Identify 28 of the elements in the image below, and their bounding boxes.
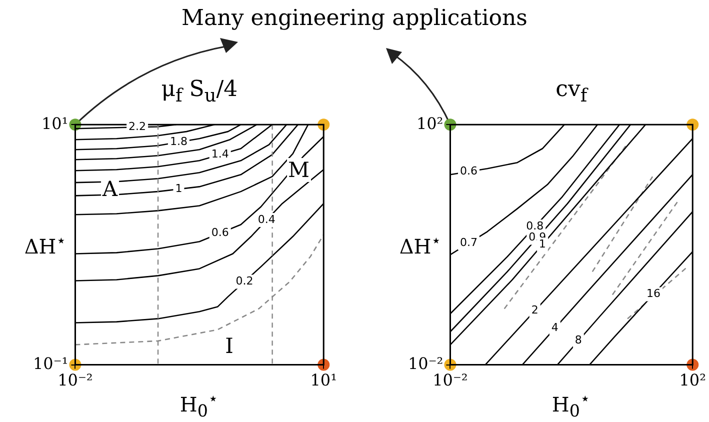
series-label: 0.6 bbox=[211, 226, 229, 239]
x-tick-label: 10¹ bbox=[310, 370, 338, 390]
y-tick-label: 10⁻¹ bbox=[33, 354, 68, 373]
series-label: 1.8 bbox=[170, 135, 188, 148]
series-label: 0.8 bbox=[526, 220, 544, 233]
series-label: 4 bbox=[551, 321, 558, 334]
series-label: 1 bbox=[175, 182, 182, 195]
series-label: 2.2 bbox=[128, 120, 146, 134]
chart-title: cv$_{f}$ bbox=[554, 76, 590, 106]
annotation: A bbox=[101, 177, 119, 202]
chart-title: μ$_{f}$ S$_{u}$/4 bbox=[160, 76, 239, 106]
x-tick-label: 10² bbox=[679, 370, 706, 390]
series-label: 0.6 bbox=[460, 164, 478, 178]
series-label: 0.2 bbox=[236, 274, 254, 288]
text: Many engineering applications bbox=[180, 6, 528, 31]
y-axis-title: ΔH$^{⋆}$ bbox=[23, 230, 68, 258]
annotation: M bbox=[287, 158, 311, 182]
series-label: 2 bbox=[531, 304, 538, 317]
series-label: 0.7 bbox=[460, 236, 478, 250]
series-label: 1 bbox=[538, 238, 546, 251]
series-label: 0.4 bbox=[258, 212, 276, 226]
x-tick-label: 10⁻² bbox=[58, 370, 93, 390]
series-label: 1.4 bbox=[211, 147, 229, 160]
annotation: I bbox=[224, 334, 234, 358]
y-axis-title: ΔH$^{⋆}$ bbox=[398, 230, 442, 258]
series-label: 8 bbox=[574, 334, 582, 347]
series-label: 16 bbox=[646, 287, 661, 300]
x-tick-label: 10⁻² bbox=[432, 370, 468, 390]
